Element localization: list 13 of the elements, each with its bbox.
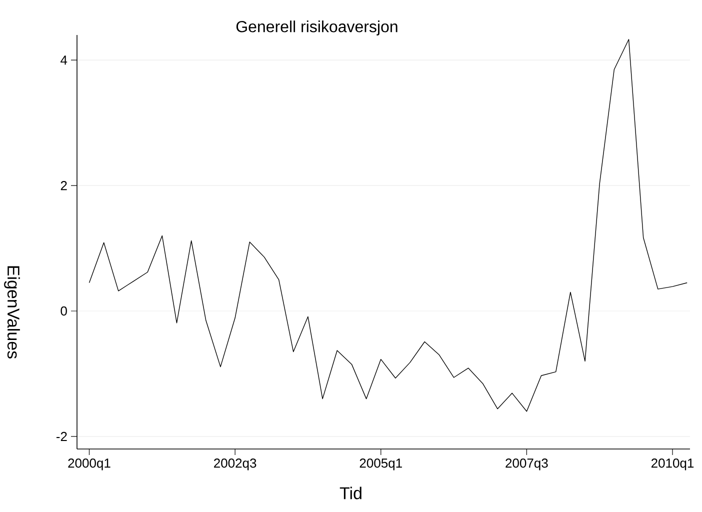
x-tick-label: 2005q1: [360, 458, 402, 470]
chart-title: Generell risikoaversjon: [236, 20, 398, 36]
x-axis-title: Tid: [340, 486, 362, 500]
y-tick-label: 4: [60, 56, 68, 65]
line-series: [88, 39, 688, 412]
y-tick-label: 0: [60, 306, 67, 316]
y-tick-label: 2: [60, 181, 67, 190]
x-tick-label: 2007q3: [506, 458, 548, 470]
x-tick-label: 2000q1: [68, 458, 110, 470]
y-tick-label: -2: [56, 432, 67, 441]
x-tick-label: 2010q1: [651, 458, 694, 470]
x-tick-label: 2002q3: [214, 458, 256, 470]
y-axis-title: EigenValues: [4, 266, 20, 358]
